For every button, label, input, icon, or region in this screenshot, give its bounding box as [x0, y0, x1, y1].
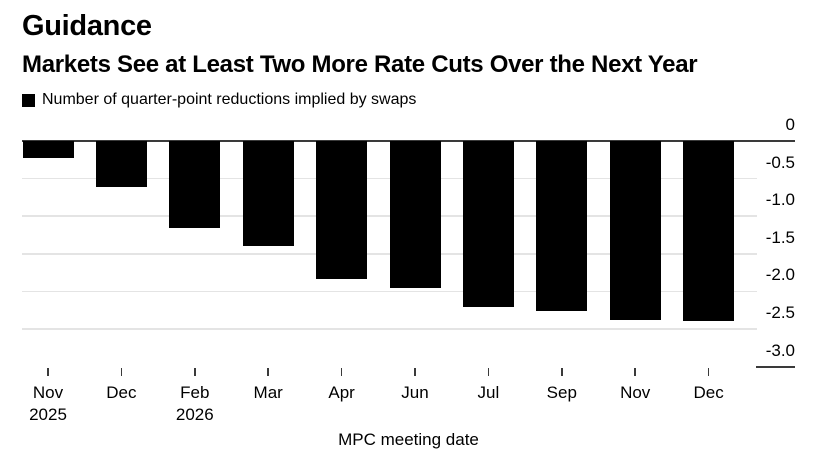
- x-axis-title: MPC meeting date: [338, 430, 479, 449]
- x-axis-tick: [120, 368, 123, 376]
- x-tick-label: Apr: [328, 383, 355, 402]
- legend: Number of quarter-point reductions impli…: [22, 91, 416, 109]
- bar: [169, 141, 221, 229]
- x-tick-label: Dec: [106, 383, 137, 402]
- x-tick-label: Nov: [620, 383, 651, 402]
- x-axis-tick: [47, 368, 49, 376]
- chart-title: Markets See at Least Two More Rate Cuts …: [22, 51, 698, 78]
- x-year-label: 2025: [29, 405, 67, 424]
- gridline: [22, 328, 757, 330]
- x-axis-tick: [267, 368, 269, 376]
- x-axis-tick: [561, 368, 563, 376]
- y-tick-label: 0: [785, 115, 795, 134]
- chart-kicker: Guidance: [22, 10, 152, 42]
- x-axis-tick: [414, 368, 416, 376]
- gridline: [22, 290, 757, 293]
- x-tick-label: Nov: [32, 383, 64, 402]
- bar: [536, 141, 588, 311]
- x-tick-label: Dec: [693, 383, 724, 402]
- x-axis-tick: [194, 368, 196, 376]
- y-tick-label: -2.5: [765, 303, 795, 322]
- legend-label: Number of quarter-point reductions impli…: [42, 91, 417, 108]
- bar: [462, 141, 514, 308]
- y-tick-label: -1.0: [765, 190, 795, 210]
- x-axis-tick: [340, 368, 343, 376]
- x-axis-tick: [634, 368, 636, 376]
- x-tick-label: Jul: [477, 383, 500, 402]
- bar: [609, 141, 661, 320]
- bar: [316, 141, 368, 279]
- axis-end-line: [756, 365, 795, 368]
- legend-swatch-icon: [22, 93, 35, 107]
- x-axis-tick: [487, 368, 490, 376]
- bar: [95, 141, 147, 187]
- y-tick-label: -1.5: [765, 227, 795, 247]
- y-tick-label: -2.0: [765, 265, 795, 285]
- x-axis-tick: [707, 368, 710, 376]
- bar: [22, 141, 74, 158]
- bar: [242, 141, 294, 247]
- x-tick-label: Mar: [253, 383, 283, 402]
- x-year-label: 2026: [175, 405, 214, 424]
- x-tick-label: Jun: [401, 383, 429, 402]
- y-tick-label: -3.0: [765, 340, 795, 360]
- x-tick-label: Feb: [180, 383, 210, 402]
- bar: [683, 141, 735, 321]
- x-tick-label: Sep: [546, 383, 577, 402]
- y-tick-label: -0.5: [765, 152, 795, 172]
- bar: [389, 141, 441, 288]
